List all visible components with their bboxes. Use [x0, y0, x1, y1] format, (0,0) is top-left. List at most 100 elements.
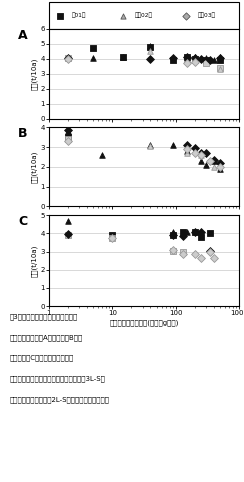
Text: イズの収量を、灰色は2L-Sサイズの収量を示す。: イズの収量を、灰色は2L-Sサイズの収量を示す。	[10, 396, 110, 403]
Point	[193, 56, 197, 64]
Point	[199, 151, 203, 159]
Text: B: B	[18, 127, 28, 140]
Point	[171, 54, 175, 62]
Point	[122, 54, 125, 61]
Point	[208, 157, 212, 165]
Point	[122, 54, 125, 61]
Point	[149, 142, 152, 150]
Point	[171, 246, 175, 254]
Point	[91, 44, 95, 52]
Point	[66, 137, 70, 145]
Point	[199, 157, 203, 165]
Point	[208, 247, 212, 254]
Point	[199, 151, 203, 159]
Point	[218, 65, 222, 72]
Point	[204, 59, 208, 67]
Point	[199, 228, 203, 235]
Point	[185, 149, 189, 157]
Point	[193, 58, 197, 66]
Text: 黒01年: 黒01年	[72, 13, 86, 18]
Point	[110, 234, 114, 242]
Point	[199, 55, 203, 63]
Point	[110, 234, 114, 242]
Point	[66, 231, 70, 239]
Point	[171, 231, 175, 239]
Point	[58, 12, 62, 20]
Point	[66, 55, 70, 63]
Point	[66, 135, 70, 143]
Point	[181, 228, 185, 235]
Point	[149, 43, 152, 51]
Point	[66, 134, 70, 141]
Point	[181, 232, 185, 240]
Point	[66, 217, 70, 225]
Point	[212, 157, 216, 165]
Point	[193, 55, 197, 63]
Point	[218, 56, 222, 64]
Point	[149, 141, 152, 149]
Point	[199, 233, 203, 241]
Point	[184, 12, 188, 20]
Point	[101, 151, 104, 159]
Point	[110, 231, 114, 239]
Text: 信知02年: 信知02年	[134, 13, 152, 18]
Point	[185, 53, 189, 60]
Point	[193, 54, 197, 62]
Text: 黒のポイントは、各線虫密度における3L-Sサ: 黒のポイントは、各線虫密度における3L-Sサ	[10, 375, 106, 382]
Point	[121, 12, 125, 20]
Point	[212, 56, 216, 64]
Text: 勝こがね、C：アーリースター）: 勝こがね、C：アーリースター）	[10, 355, 74, 362]
Point	[171, 141, 175, 149]
Point	[193, 250, 197, 258]
Point	[218, 159, 222, 167]
Point	[66, 127, 70, 135]
Point	[212, 254, 216, 262]
Y-axis label: 収量(t/10a): 収量(t/10a)	[31, 57, 37, 90]
Point	[208, 56, 212, 64]
Point	[171, 247, 175, 254]
Point	[66, 54, 70, 62]
Point	[171, 231, 175, 239]
Point	[149, 47, 152, 54]
Point	[149, 55, 152, 63]
Point	[212, 163, 216, 171]
Point	[66, 230, 70, 238]
Point	[185, 55, 189, 63]
Point	[204, 54, 208, 62]
Point	[66, 54, 70, 62]
Point	[193, 228, 197, 236]
Point	[66, 126, 70, 134]
Point	[199, 254, 203, 262]
Point	[185, 147, 189, 155]
Point	[193, 144, 197, 152]
Point	[208, 248, 212, 255]
Point	[218, 54, 222, 62]
Text: 図3　線虫圓場における抗抗性品種: 図3 線虫圓場における抗抗性品種	[10, 313, 78, 320]
Point	[171, 228, 175, 235]
Point	[149, 42, 152, 50]
Text: C: C	[18, 215, 28, 228]
Point	[199, 149, 203, 157]
Point	[193, 228, 197, 235]
Point	[185, 54, 189, 61]
Point	[193, 149, 197, 157]
Point	[204, 149, 208, 157]
X-axis label: 植え付け時線虫密度(卵数／g乾土): 植え付け時線虫密度(卵数／g乾土)	[109, 319, 179, 326]
Point	[208, 229, 212, 237]
Point	[185, 145, 189, 153]
Point	[218, 54, 222, 61]
Point	[185, 141, 189, 149]
Point	[193, 56, 197, 64]
Y-axis label: 収量(t/10a): 収量(t/10a)	[31, 151, 37, 183]
Text: A: A	[18, 29, 28, 42]
Text: 信知03年: 信知03年	[197, 13, 215, 18]
Point	[204, 161, 208, 169]
Point	[212, 156, 216, 164]
Point	[91, 54, 95, 62]
Point	[218, 165, 222, 173]
Y-axis label: 収量(t/10a): 収量(t/10a)	[31, 244, 37, 277]
Point	[193, 54, 197, 61]
Point	[218, 163, 222, 171]
Point	[181, 248, 185, 255]
Point	[181, 250, 185, 258]
